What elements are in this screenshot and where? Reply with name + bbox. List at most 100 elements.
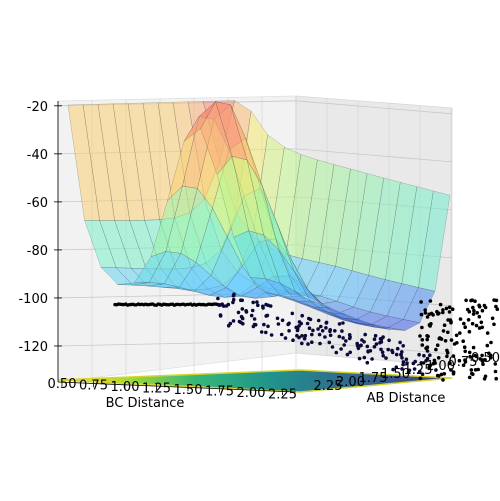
scatter-point [467, 309, 472, 314]
scatter-point [232, 292, 236, 297]
y-tick-label: 2.25 [314, 379, 343, 394]
scatter-point [259, 330, 264, 334]
scatter-point [328, 329, 332, 334]
scatter-point [464, 298, 468, 303]
scatter-point [419, 312, 424, 317]
scatter-point [458, 317, 463, 321]
scatter-point [419, 300, 423, 304]
y-tick-label: 1.50 [381, 367, 410, 382]
scatter-point [445, 350, 450, 355]
scatter-point [344, 339, 348, 343]
scatter-point [334, 350, 339, 355]
scatter-point [390, 348, 394, 353]
scatter-point [290, 311, 295, 316]
scatter-point [401, 362, 405, 367]
scatter-point [471, 305, 475, 310]
scatter-point [494, 376, 499, 381]
x-tick-label: 2.25 [268, 388, 297, 403]
surface-facet [328, 312, 361, 321]
y-tick-label: 2.00 [336, 375, 365, 390]
scatter-point [287, 329, 291, 333]
scatter-point [463, 358, 467, 362]
scatter-point [417, 352, 421, 357]
scatter-point [345, 352, 350, 357]
scatter-point [251, 300, 255, 305]
scatter-point [295, 328, 300, 333]
surface [67, 100, 451, 331]
scatter-point [473, 299, 477, 304]
y-tick-label: 1.00 [426, 359, 455, 374]
scatter-point [418, 369, 422, 374]
scatter-point [347, 336, 352, 341]
scatter-point [490, 316, 495, 321]
scatter-point [244, 310, 249, 314]
scatter-point [224, 304, 229, 308]
scatter-point [420, 325, 424, 330]
scatter-point [420, 343, 425, 347]
scatter-point [378, 337, 383, 341]
x-axis-line [57, 381, 297, 393]
scatter-point [250, 308, 255, 313]
scatter-point [494, 298, 499, 303]
scatter-point [381, 353, 386, 358]
scatter-point [422, 353, 426, 358]
scatter-point [480, 308, 485, 313]
scatter-point [255, 300, 259, 304]
scatter-point [291, 338, 295, 343]
scatter-point [441, 308, 445, 312]
scatter-point [472, 308, 476, 313]
scatter-point [221, 304, 226, 308]
scatter-point [391, 367, 395, 372]
scatter-point [451, 371, 456, 376]
scatter-point [333, 329, 337, 333]
scatter-point [362, 355, 367, 360]
scatter-point [474, 354, 479, 359]
scatter-point [457, 358, 462, 363]
scatter-point [478, 357, 483, 361]
scatter-point [218, 313, 223, 317]
scatter-point [310, 340, 314, 345]
scatter-point [279, 332, 284, 337]
scatter-point [425, 315, 430, 319]
scatter-point [295, 333, 299, 338]
scatter-point [324, 320, 329, 325]
scatter-point [300, 334, 304, 338]
scatter-point [316, 318, 321, 323]
scatter-point [425, 356, 430, 361]
scatter-point [434, 347, 438, 352]
scatter-point [241, 321, 245, 326]
scatter-point [480, 359, 485, 363]
surface-facet [387, 319, 421, 331]
scatter-point [360, 338, 364, 342]
x-tick-label: 1.00 [111, 380, 140, 395]
scatter-point [275, 316, 280, 321]
scatter-point [306, 342, 310, 346]
scatter-point [461, 339, 466, 344]
scatter-point [216, 296, 220, 301]
scatter-point [249, 313, 254, 318]
scatter-point [300, 341, 304, 346]
scatter-point [401, 360, 406, 364]
scatter-point [323, 335, 327, 339]
scatter-point [255, 303, 260, 308]
scatter-point [386, 347, 391, 352]
scatter-point [300, 313, 305, 318]
scatter-point [447, 305, 452, 310]
scatter-point [283, 336, 288, 340]
scatter-point [493, 362, 498, 366]
scatter-point [485, 343, 490, 348]
scatter-point [450, 307, 455, 312]
scatter-point [436, 356, 441, 360]
scatter-point [394, 365, 399, 370]
scatter-point [463, 349, 468, 354]
scatter-point [340, 329, 344, 333]
scatter-point [454, 333, 459, 338]
scatter-point [471, 372, 475, 377]
scatter-point [431, 313, 435, 317]
scatter-point [477, 314, 482, 319]
scatter-point [442, 323, 447, 328]
scatter-point [489, 340, 493, 345]
scatter-point [455, 341, 459, 345]
scatter-point [425, 349, 430, 353]
